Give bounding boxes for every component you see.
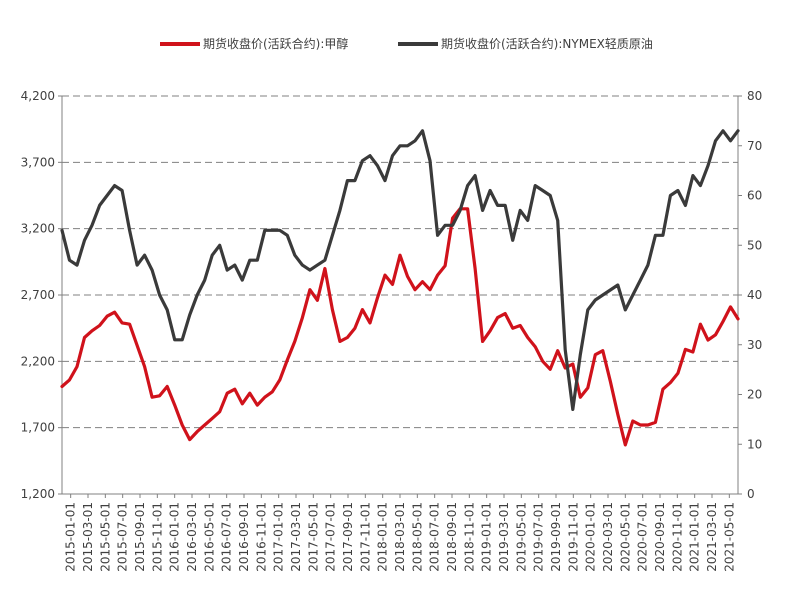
x-axis-tick-label: 2020-03-01 (601, 502, 615, 572)
right-axis-tick-label: 0 (747, 487, 755, 501)
gridlines (62, 95, 738, 429)
right-axis-tick-label: 30 (747, 338, 762, 352)
series-line-crude-oil (60, 129, 740, 411)
x-axis-tick-label: 2017-03-01 (289, 502, 303, 572)
left-axis-tick-labels: 1,200 1,700 2,200 2,700 3,200 3,700 4,200 (21, 89, 62, 501)
x-axis-tick-label: 2019-07-01 (532, 502, 546, 572)
legend-label-methanol: 期货收盘价(活跃合约):甲醇 (203, 36, 348, 51)
x-axis-tick-label: 2021-01-01 (688, 502, 702, 572)
right-axis-tick-labels: 0 10 20 30 40 50 60 70 80 (738, 89, 762, 501)
x-axis-tick-label: 2018-09-01 (445, 502, 459, 572)
x-axis-tick-label: 2018-01-01 (376, 502, 390, 572)
x-axis-tick-label: 2018-05-01 (410, 502, 424, 572)
x-axis-tick-label: 2016-09-01 (237, 502, 251, 572)
right-axis-tick-label: 60 (747, 189, 762, 203)
x-axis-tick-label: 2016-11-01 (254, 502, 268, 572)
left-axis-tick-label: 1,200 (21, 487, 55, 501)
x-axis-tick-label: 2020-05-01 (618, 502, 632, 572)
x-axis-tick-label: 2020-11-01 (670, 502, 684, 572)
right-axis-tick-label: 10 (747, 437, 762, 451)
right-axis-tick-label: 40 (747, 288, 762, 302)
x-axis-tick-label: 2017-01-01 (272, 502, 286, 572)
x-axis-tick-labels: 2015-01-01 2015-03-01 2015-05-01 2015-07-01… (64, 494, 736, 572)
x-axis-tick-label: 2017-05-01 (306, 502, 320, 572)
x-axis-tick-label: 2016-07-01 (220, 502, 234, 572)
right-axis-tick-label: 70 (747, 139, 762, 153)
x-axis-tick-label: 2019-05-01 (514, 502, 528, 572)
x-axis-tick-label: 2019-03-01 (497, 502, 511, 572)
x-axis-tick-label: 2015-11-01 (150, 502, 164, 572)
x-axis-tick-label: 2021-05-01 (722, 502, 736, 572)
x-axis-tick-label: 2020-07-01 (636, 502, 650, 572)
x-axis-tick-label: 2019-01-01 (480, 502, 494, 572)
x-axis-tick-label: 2017-11-01 (358, 502, 372, 572)
x-axis-tick-label: 2015-01-01 (64, 502, 78, 572)
right-axis-tick-label: 80 (747, 89, 762, 103)
x-axis-tick-label: 2018-07-01 (428, 502, 442, 572)
x-axis-tick-label: 2018-03-01 (393, 502, 407, 572)
x-axis-tick-label: 2016-05-01 (202, 502, 216, 572)
left-axis-tick-label: 2,700 (21, 288, 55, 302)
x-axis-tick-label: 2017-07-01 (324, 502, 338, 572)
left-axis-tick-label: 1,700 (21, 421, 55, 435)
x-axis-tick-label: 2016-01-01 (168, 502, 182, 572)
left-axis-tick-label: 4,200 (21, 89, 55, 103)
series-line-methanol (60, 207, 740, 447)
legend: 期货收盘价(活跃合约):甲醇 期货收盘价(活跃合约):NYMEX轻质原油 (160, 36, 653, 51)
x-axis-tick-label: 2020-01-01 (584, 502, 598, 572)
x-axis-tick-label: 2015-03-01 (81, 502, 95, 572)
right-axis-tick-label: 20 (747, 388, 762, 402)
x-axis-tick-label: 2017-09-01 (341, 502, 355, 572)
x-axis-tick-label: 2015-05-01 (98, 502, 112, 572)
x-axis-tick-label: 2020-09-01 (653, 502, 667, 572)
x-axis-tick-label: 2019-09-01 (549, 502, 563, 572)
x-axis-tick-label: 2015-09-01 (133, 502, 147, 572)
x-axis-tick-label: 2021-03-01 (705, 502, 719, 572)
x-axis-tick-label: 2019-11-01 (566, 502, 580, 572)
left-axis-tick-label: 3,700 (21, 155, 55, 169)
x-axis-tick-label: 2016-03-01 (185, 502, 199, 572)
left-axis-tick-label: 2,200 (21, 354, 55, 368)
right-axis-tick-label: 50 (747, 238, 762, 252)
left-axis-tick-label: 3,200 (21, 222, 55, 236)
series (60, 129, 740, 447)
x-axis-tick-label: 2015-07-01 (116, 502, 130, 572)
x-axis-tick-label: 2018-11-01 (462, 502, 476, 572)
legend-label-crude-oil: 期货收盘价(活跃合约):NYMEX轻质原油 (441, 36, 653, 51)
